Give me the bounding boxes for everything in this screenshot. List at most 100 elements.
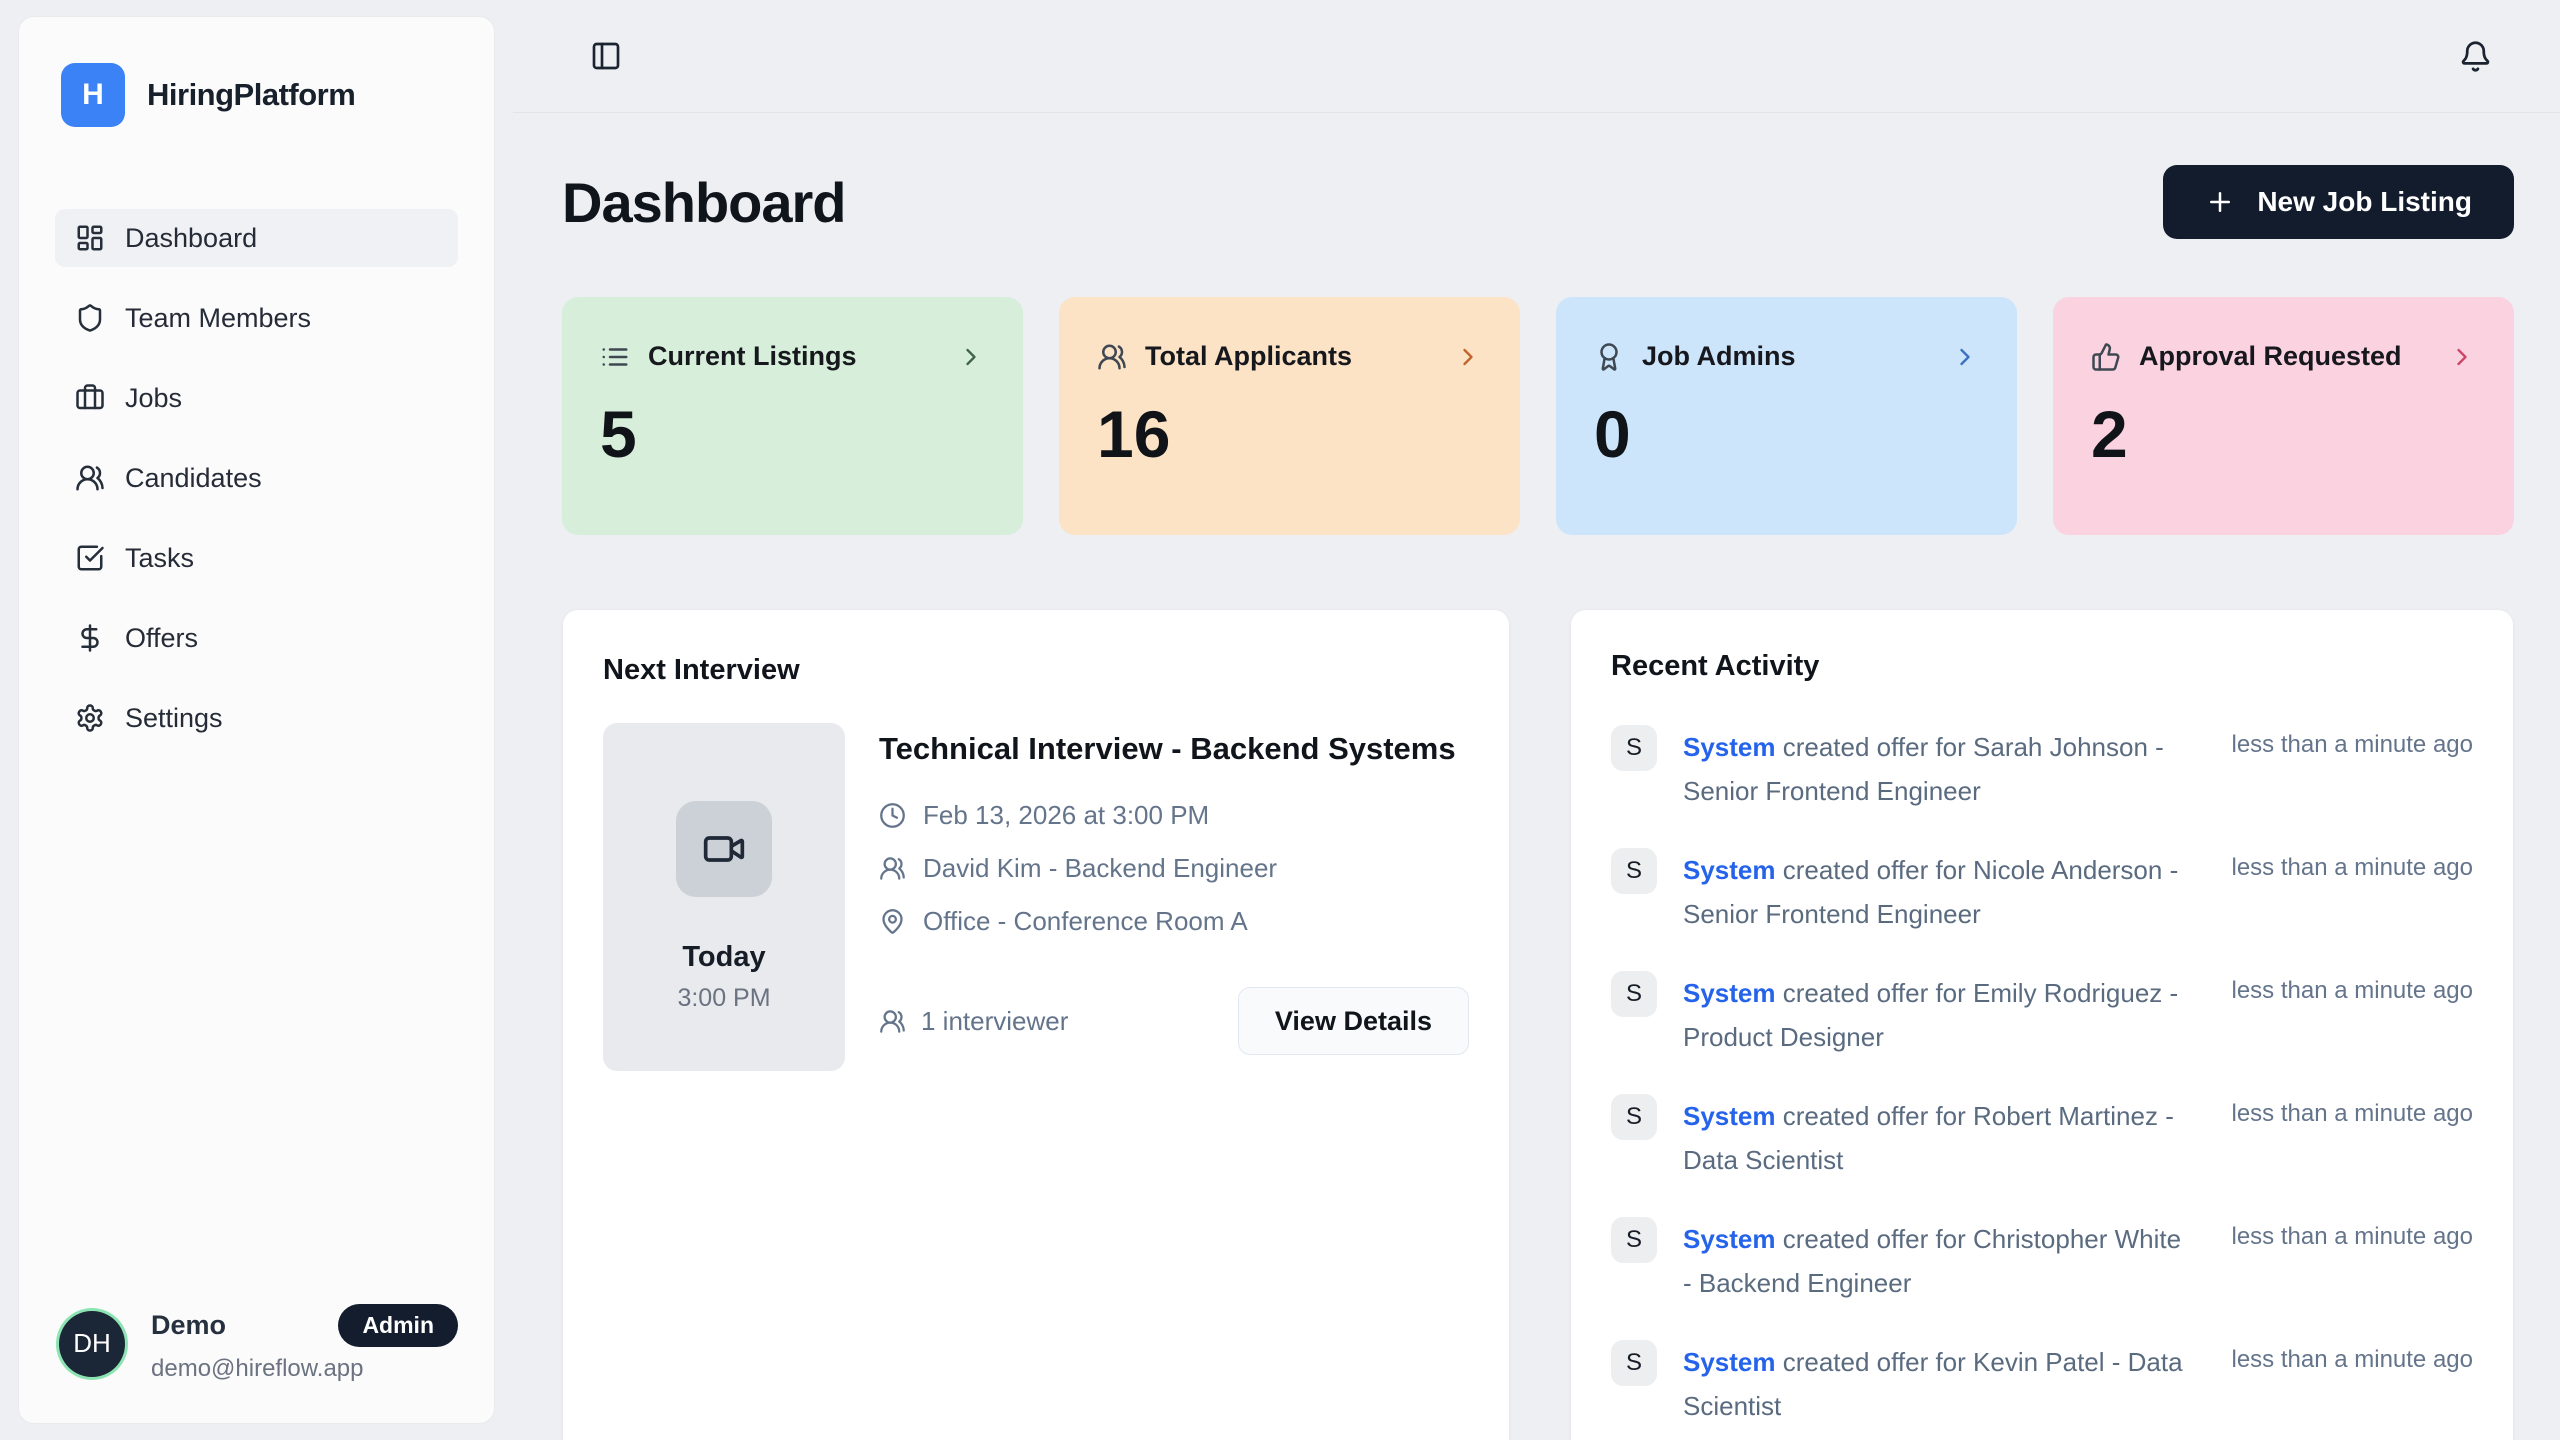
sidebar-item-settings[interactable]: Settings bbox=[55, 689, 458, 747]
user-profile[interactable]: DH Demo Admin demo@hireflow.app bbox=[55, 1304, 458, 1383]
activity-timestamp: less than a minute ago bbox=[2231, 731, 2474, 758]
activity-timestamp: less than a minute ago bbox=[2231, 854, 2474, 881]
interview-interviewer-row: David Kim - Backend Engineer bbox=[879, 853, 1469, 884]
shield-icon bbox=[75, 303, 105, 333]
activity-timestamp: less than a minute ago bbox=[2231, 977, 2474, 1004]
activity-description: created offer for Nicole Anderson - Seni… bbox=[1683, 855, 2179, 929]
brand: H HiringPlatform bbox=[55, 63, 458, 127]
sidebar-item-tasks[interactable]: Tasks bbox=[55, 529, 458, 587]
users-icon bbox=[879, 1008, 906, 1035]
page-title: Dashboard bbox=[562, 170, 846, 234]
stat-value: 2 bbox=[2091, 397, 2128, 471]
dollar-icon bbox=[75, 623, 105, 653]
sidebar-item-label: Settings bbox=[125, 702, 223, 733]
check-square-icon bbox=[75, 543, 105, 573]
recent-activity-panel: Recent Activity S System created offer f… bbox=[1570, 609, 2514, 1440]
stat-value: 0 bbox=[1594, 397, 1631, 471]
chevron-right-icon bbox=[957, 343, 985, 371]
interview-date-tile: Today 3:00 PM bbox=[603, 723, 845, 1071]
sidebar-item-jobs[interactable]: Jobs bbox=[55, 369, 458, 427]
activity-item: S System created offer for Kevin Patel -… bbox=[1611, 1340, 2473, 1428]
users-icon bbox=[1097, 342, 1127, 372]
gear-icon bbox=[75, 703, 105, 733]
next-interview-title: Next Interview bbox=[603, 654, 800, 686]
briefcase-icon bbox=[75, 383, 105, 413]
recent-activity-title: Recent Activity bbox=[1611, 650, 1820, 682]
map-pin-icon bbox=[879, 908, 906, 935]
main-area: Dashboard New Job Listing Current Listin… bbox=[495, 0, 2560, 1440]
interview-location-row: Office - Conference Room A bbox=[879, 906, 1469, 937]
activity-timestamp: less than a minute ago bbox=[2231, 1223, 2474, 1250]
sidebar-item-offers[interactable]: Offers bbox=[55, 609, 458, 667]
activity-actor-link[interactable]: System bbox=[1683, 1347, 1776, 1377]
sidebar-toggle-button[interactable] bbox=[590, 40, 622, 72]
sidebar-nav: Dashboard Team Members Jobs Candidates T… bbox=[55, 209, 458, 747]
chevron-right-icon bbox=[2448, 343, 2476, 371]
activity-description: created offer for Sarah Johnson - Senior… bbox=[1683, 732, 2164, 806]
plus-icon bbox=[2205, 187, 2235, 217]
avatar: S bbox=[1611, 725, 1657, 771]
interview-day: Today bbox=[682, 941, 766, 973]
content: Dashboard New Job Listing Current Listin… bbox=[495, 113, 2560, 1440]
stat-card-total-applicants[interactable]: Total Applicants 16 bbox=[1059, 297, 1520, 535]
sidebar-item-label: Dashboard bbox=[125, 222, 258, 253]
layout-dashboard-icon bbox=[75, 223, 105, 253]
sidebar-item-label: Jobs bbox=[125, 382, 183, 413]
activity-actor-link[interactable]: System bbox=[1683, 1101, 1776, 1131]
sidebar-item-label: Tasks bbox=[125, 542, 195, 573]
interviewer-count: 1 interviewer bbox=[879, 1006, 1068, 1037]
notifications-button[interactable] bbox=[2459, 40, 2492, 73]
activity-timestamp: less than a minute ago bbox=[2231, 1346, 2474, 1373]
activity-actor-link[interactable]: System bbox=[1683, 732, 1776, 762]
activity-timestamp: less than a minute ago bbox=[2231, 1100, 2474, 1127]
sidebar: H HiringPlatform Dashboard Team Members … bbox=[18, 16, 495, 1424]
activity-actor-link[interactable]: System bbox=[1683, 1224, 1776, 1254]
sidebar-item-candidates[interactable]: Candidates bbox=[55, 449, 458, 507]
activity-item: S System created offer for Sarah Johnson… bbox=[1611, 725, 2473, 813]
activity-item: S System created offer for Emily Rodrigu… bbox=[1611, 971, 2473, 1059]
view-details-button[interactable]: View Details bbox=[1237, 987, 1469, 1055]
panel-left-icon bbox=[590, 40, 622, 72]
role-badge: Admin bbox=[338, 1304, 458, 1347]
avatar: S bbox=[1611, 1094, 1657, 1140]
users-icon bbox=[75, 463, 105, 493]
user-email: demo@hireflow.app bbox=[151, 1355, 364, 1382]
interview-time: 3:00 PM bbox=[677, 984, 771, 1012]
stat-label: Job Admins bbox=[1642, 341, 1796, 371]
stat-label: Approval Requested bbox=[2139, 341, 2402, 371]
stat-value: 5 bbox=[600, 397, 637, 471]
brand-logo: H bbox=[61, 63, 125, 127]
sidebar-item-team-members[interactable]: Team Members bbox=[55, 289, 458, 347]
stat-cards: Current Listings 5 Total Applicants bbox=[562, 297, 2514, 535]
stat-card-approval-requested[interactable]: Approval Requested 2 bbox=[2053, 297, 2514, 535]
avatar: DH bbox=[59, 1310, 125, 1377]
activity-actor-link[interactable]: System bbox=[1683, 978, 1776, 1008]
sidebar-item-label: Offers bbox=[125, 622, 199, 653]
activity-item: S System created offer for Christopher W… bbox=[1611, 1217, 2473, 1305]
stat-label: Current Listings bbox=[648, 341, 857, 371]
avatar: S bbox=[1611, 1340, 1657, 1386]
new-job-listing-button[interactable]: New Job Listing bbox=[2163, 165, 2514, 239]
sidebar-item-label: Team Members bbox=[125, 302, 312, 333]
activity-actor-link[interactable]: System bbox=[1683, 855, 1776, 885]
stat-card-current-listings[interactable]: Current Listings 5 bbox=[562, 297, 1023, 535]
list-icon bbox=[600, 342, 630, 372]
interview-datetime-row: Feb 13, 2026 at 3:00 PM bbox=[879, 800, 1469, 831]
activity-description: created offer for Robert Martinez - Data… bbox=[1683, 1101, 2174, 1175]
chevron-right-icon bbox=[1951, 343, 1979, 371]
avatar: S bbox=[1611, 971, 1657, 1017]
stat-label: Total Applicants bbox=[1145, 341, 1353, 371]
sidebar-item-dashboard[interactable]: Dashboard bbox=[55, 209, 458, 267]
bell-icon bbox=[2459, 40, 2492, 73]
avatar: S bbox=[1611, 1217, 1657, 1263]
award-icon bbox=[1594, 342, 1624, 372]
users-icon bbox=[879, 855, 906, 882]
video-icon bbox=[676, 801, 772, 897]
activity-item: S System created offer for Robert Martin… bbox=[1611, 1094, 2473, 1182]
activity-list: S System created offer for Sarah Johnson… bbox=[1611, 725, 2473, 1440]
stat-card-job-admins[interactable]: Job Admins 0 bbox=[1556, 297, 2017, 535]
chevron-right-icon bbox=[1454, 343, 1482, 371]
topbar bbox=[513, 0, 2560, 113]
sidebar-item-label: Candidates bbox=[125, 462, 262, 493]
avatar: S bbox=[1611, 848, 1657, 894]
